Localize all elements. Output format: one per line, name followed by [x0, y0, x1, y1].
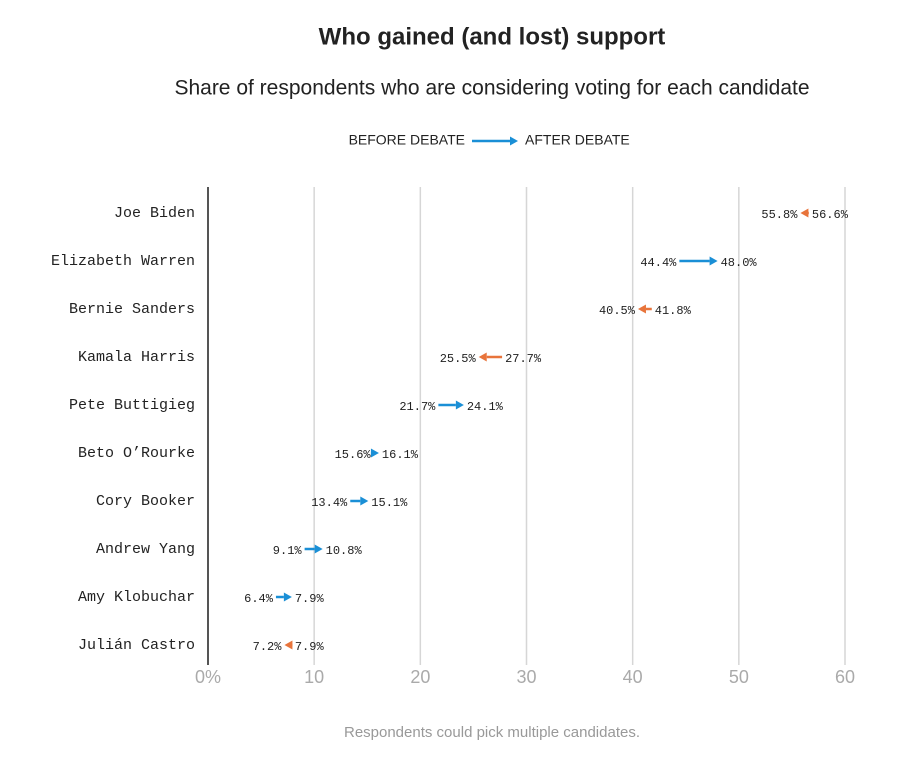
arrow-head	[709, 256, 718, 266]
chart-title: Who gained (and lost) support	[319, 23, 666, 50]
y-tick-label: Pete Buttigieg	[69, 397, 195, 414]
value-label: 7.2%	[253, 640, 283, 654]
value-label: 56.6%	[812, 208, 849, 222]
value-label: 27.7%	[505, 352, 542, 366]
chart-subtitle: Share of respondents who are considering…	[174, 77, 809, 100]
value-label: 15.6%	[335, 448, 372, 462]
legend-label: AFTER DEBATE	[525, 132, 630, 148]
x-tick-label: 0%	[195, 667, 221, 687]
arrow	[637, 304, 652, 314]
value-label: 6.4%	[244, 592, 274, 606]
value-label: 44.4%	[640, 256, 677, 270]
legend-label: BEFORE DEBATE	[349, 132, 465, 148]
value-label: 21.7%	[399, 400, 436, 414]
y-tick-label: Julián Castro	[78, 637, 195, 654]
value-label: 7.9%	[295, 592, 325, 606]
x-tick-label: 30	[516, 667, 536, 687]
arrow-head	[370, 448, 379, 458]
arrow	[478, 352, 503, 362]
y-tick-label: Bernie Sanders	[69, 301, 195, 318]
arrow-head	[314, 544, 323, 554]
x-tick-label: 20	[410, 667, 430, 687]
value-label: 24.1%	[467, 400, 504, 414]
arrow	[370, 448, 379, 458]
value-label: 13.4%	[311, 496, 348, 510]
y-tick-label: Amy Klobuchar	[78, 589, 195, 606]
arrow	[350, 496, 369, 506]
value-label: 10.8%	[326, 544, 363, 558]
arrow-head	[800, 208, 809, 218]
x-tick-label: 50	[729, 667, 749, 687]
x-tick-label: 40	[623, 667, 643, 687]
chart-note: Respondents could pick multiple candidat…	[344, 724, 640, 741]
arrow-head	[283, 592, 292, 602]
y-tick-label: Beto O’Rourke	[78, 445, 195, 462]
arrow	[284, 640, 293, 650]
arrow-head	[455, 400, 464, 410]
arrow-head	[284, 640, 293, 650]
value-label: 16.1%	[382, 448, 419, 462]
value-label: 48.0%	[721, 256, 758, 270]
value-label: 7.9%	[295, 640, 325, 654]
value-label: 15.1%	[371, 496, 408, 510]
x-tick-label: 10	[304, 667, 324, 687]
arrow-head	[510, 136, 518, 146]
y-tick-label: Kamala Harris	[78, 349, 195, 366]
arrow	[438, 400, 464, 410]
value-label: 9.1%	[273, 544, 303, 558]
arrow	[304, 544, 323, 554]
y-tick-label: Andrew Yang	[96, 541, 195, 558]
arrow-head	[360, 496, 369, 506]
value-label: 55.8%	[761, 208, 798, 222]
arrow	[275, 592, 292, 602]
arrow-head	[478, 352, 487, 362]
y-tick-label: Elizabeth Warren	[51, 253, 195, 270]
arrow	[679, 256, 718, 266]
value-label: 41.8%	[655, 304, 692, 318]
y-tick-label: Cory Booker	[96, 493, 195, 510]
legend-arrow	[472, 136, 518, 146]
arrow-head	[637, 304, 646, 314]
x-tick-label: 60	[835, 667, 855, 687]
value-label: 25.5%	[440, 352, 477, 366]
value-label: 40.5%	[599, 304, 636, 318]
y-tick-label: Joe Biden	[114, 205, 195, 222]
arrow	[800, 208, 809, 218]
